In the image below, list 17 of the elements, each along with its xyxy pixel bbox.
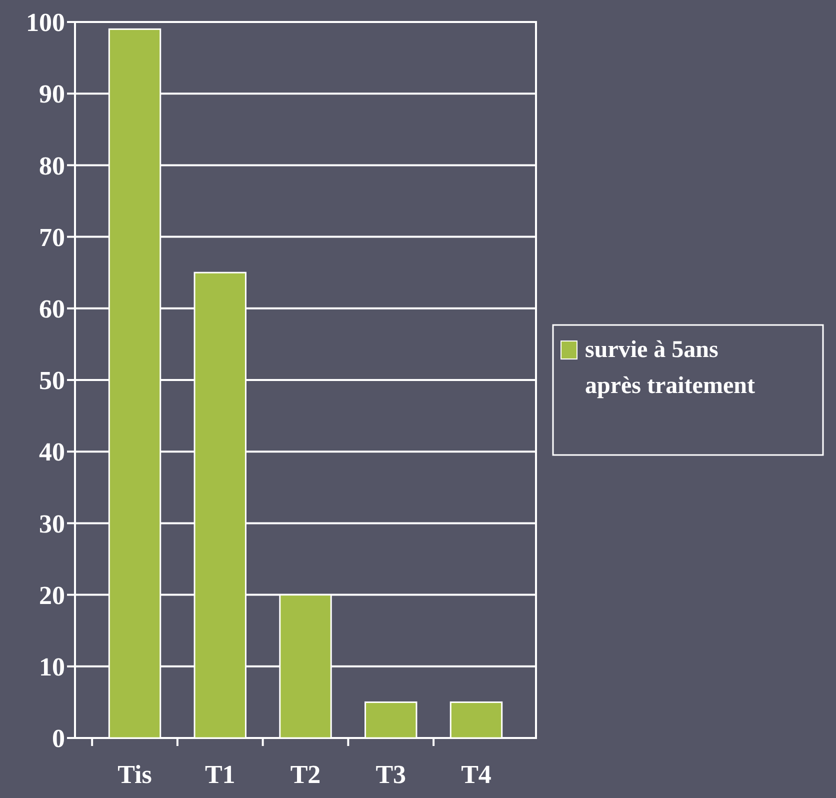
x-tick-label: T2 [290, 760, 321, 789]
y-tick-label: 60 [39, 294, 65, 324]
y-tick-label: 70 [39, 222, 65, 252]
legend-label: survie à 5ans après traitement [585, 337, 755, 399]
y-tick-label: 20 [39, 580, 65, 610]
x-tick-label: T1 [204, 760, 236, 789]
x-tick-label: Tis [118, 760, 152, 789]
x-tick-label: T4 [461, 760, 492, 789]
y-tick-label: 40 [39, 438, 65, 467]
y-tick-label: 0 [52, 724, 65, 754]
y-tick-label: 30 [39, 509, 65, 538]
y-tick-label: 100 [26, 8, 65, 38]
y-tick-label: 80 [39, 151, 65, 180]
x-tick-label: T3 [376, 760, 406, 789]
y-tick-label: 50 [39, 366, 65, 396]
y-tick-label: 10 [39, 652, 65, 682]
y-tick-label: 90 [39, 80, 65, 109]
